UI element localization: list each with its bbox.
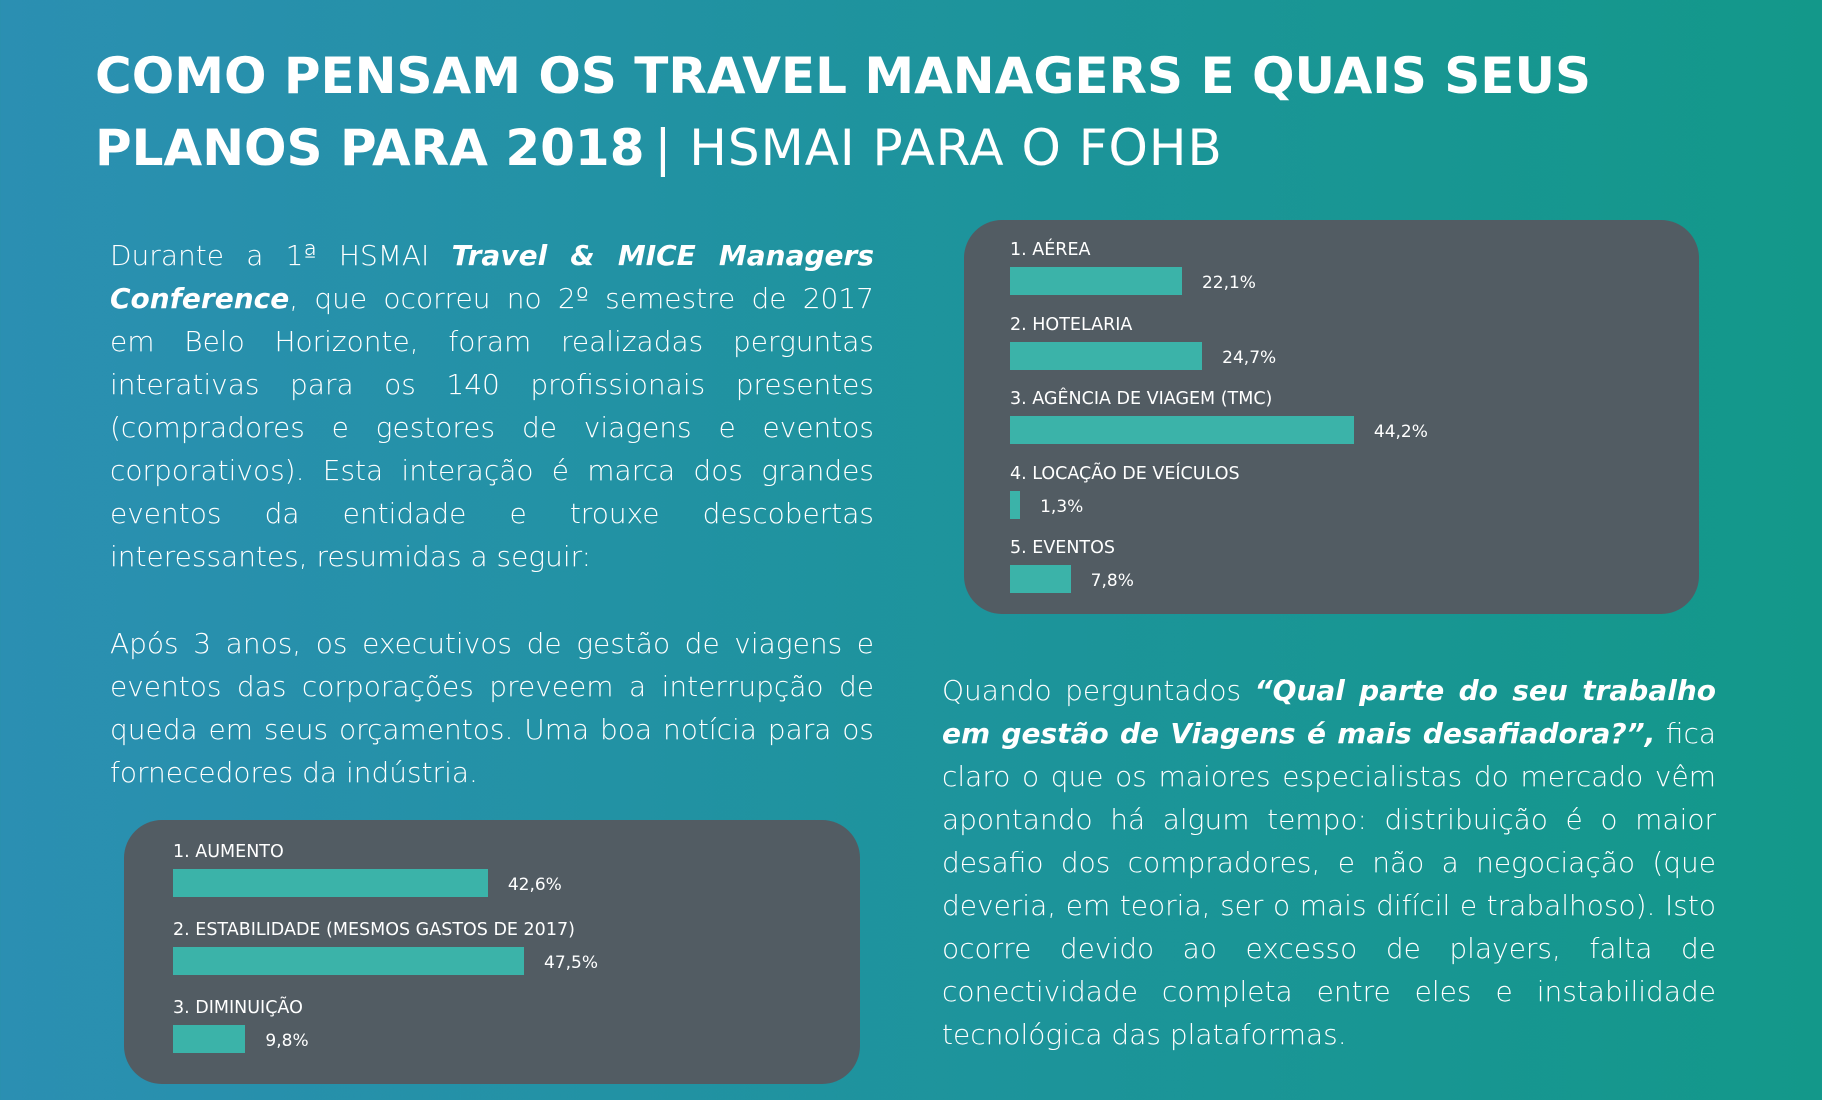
value-label: 24,7% (1222, 347, 1277, 368)
value-label: 47,5% (544, 953, 599, 973)
title: COMO PENSAM OS TRAVEL MANAGERS E QUAIS S… (95, 40, 1591, 184)
text: Quando perguntados (942, 674, 1255, 707)
chart-box: 1. AUMENTO 42,6% 2. ESTABILIDADE (MESMOS G… (124, 820, 860, 1084)
category-label: 2. ESTABILIDADE (MESMOS GASTOS DE 2017) (173, 920, 575, 940)
value-label: 22,1% (1201, 273, 1256, 293)
category-label: 1. AUMENTO (173, 842, 284, 862)
value-label: 42,6% (507, 875, 562, 895)
bar (1010, 267, 1182, 295)
bar (1010, 565, 1071, 593)
text: Durante a 1ª HSMAI (110, 239, 452, 272)
category-label: 4. LOCAÇÃO DE VEÍCULOS (1010, 463, 1240, 484)
paragraph: Após 3 anos, os executivos de gestão de … (110, 627, 874, 789)
bar (173, 869, 488, 897)
title-line: COMO PENSAM OS TRAVEL MANAGERS E QUAIS S… (95, 47, 1592, 105)
category-label: 2. HOTELARIA (1010, 314, 1133, 335)
title-line: PLANOS PARA 2018 | HSMAI PARA O FOHB (95, 112, 1591, 184)
emphasis: Travel & MICE Managers Conference (110, 239, 874, 315)
value-label: 7,8% (1090, 571, 1134, 591)
category-label: 1. AÉREA (1010, 240, 1091, 260)
category-label: 3. AGÊNCIA DE VIAGEM (TMC) (1010, 389, 1273, 409)
bar (173, 1025, 246, 1053)
right-column: Quando perguntados “Qual parte do seu tr… (942, 669, 1716, 1100)
chart-box: 1. AÉREA 22,1% 2. HOTELARIA 24,7% 3. AGÊNCIA… (964, 220, 1699, 614)
paragraph: Quando perguntados “Qual parte do seu tr… (942, 669, 1716, 1056)
bar (1010, 341, 1203, 370)
title-line: PLANOS PARA 2018 (95, 119, 645, 177)
bar (1010, 490, 1021, 519)
value-label: 44,2% (1373, 422, 1428, 442)
category-label: 3. DIMINUIÇÃO (173, 998, 303, 1018)
bar (1010, 416, 1354, 444)
emphasis: “Qual parte do seu trabalho em gestão de… (942, 674, 1716, 750)
category-label: 5. EVENTOS (1010, 538, 1116, 558)
bar (173, 947, 525, 975)
text: , que ocorreu no 2º semestre de 2017 em … (110, 282, 874, 573)
left-column: Durante a 1ª HSMAI Travel & MICE Manager… (110, 234, 874, 838)
value-label: 1,3% (1040, 496, 1084, 517)
subtitle: | HSMAI PARA O FOHB (654, 119, 1223, 177)
paragraph: Durante a 1ª HSMAI Travel & MICE Manager… (110, 234, 874, 578)
value-label: 9,8% (265, 1031, 309, 1051)
text: fica claro o que os maiores especialista… (942, 717, 1716, 1051)
